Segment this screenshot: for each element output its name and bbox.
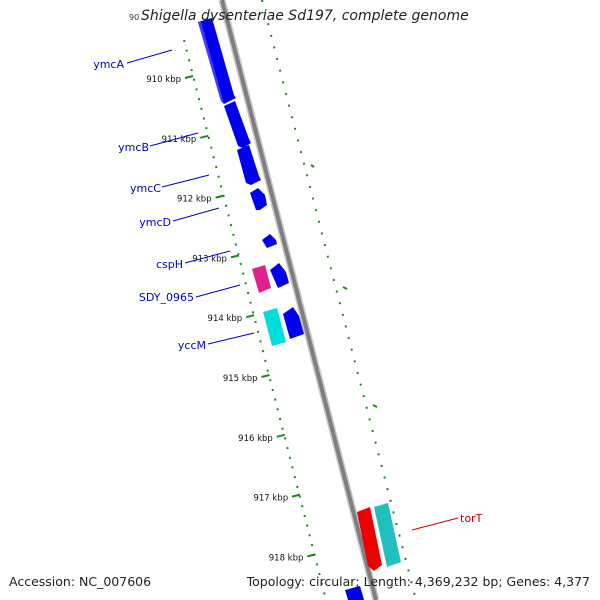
tick-marks — [184, 75, 316, 558]
gene-blue-bottom[interactable] — [345, 586, 364, 600]
tick-label: 913 kbp — [192, 254, 227, 264]
tick-label: 914 kbp — [208, 314, 243, 324]
tick-labels: 910 kbp 911 kbp 912 kbp 913 kbp 914 kbp 915 k… — [146, 75, 303, 563]
gene-label-ymcA[interactable]: ymcA — [93, 58, 124, 71]
tick-mark — [291, 493, 301, 498]
tick-mark — [307, 553, 316, 558]
tick-label: 911 kbp — [162, 135, 197, 145]
gene-ymcB[interactable] — [224, 101, 251, 148]
gene-ymcD[interactable] — [250, 188, 267, 210]
tick-mark — [261, 374, 270, 378]
tick-label: 915 kbp — [223, 374, 258, 384]
gene-blue-1[interactable] — [270, 263, 289, 288]
topology-text: Topology: circular; Length: 4,369,232 bp… — [246, 574, 590, 589]
gene-label-ymcC[interactable]: ymcC — [130, 182, 161, 195]
tick-mark — [184, 75, 194, 79]
gene-ymcC[interactable] — [237, 145, 261, 185]
gene-label-torT[interactable]: torT — [460, 512, 483, 525]
map-title: Shigella dysenteriae Sd197, complete gen… — [141, 8, 469, 24]
gene-red[interactable] — [357, 507, 382, 571]
tick-label: 912 kbp — [177, 195, 212, 205]
tick-mark — [200, 134, 209, 139]
gene-ymcA[interactable] — [198, 18, 236, 104]
inner-tick-ring — [183, 39, 327, 600]
gene-SDY_0965[interactable] — [252, 265, 271, 293]
tick-label: 910 kbp — [146, 75, 181, 85]
title-prefix: 90 — [129, 13, 140, 22]
tick-label: 917 kbp — [253, 494, 288, 504]
gene-label-cspH[interactable]: cspH — [156, 258, 183, 271]
genome-backbone — [218, 0, 380, 600]
tick-label: 916 kbp — [238, 434, 273, 444]
gene-features — [198, 18, 401, 600]
gene-label-ymcB[interactable]: ymcB — [118, 141, 149, 154]
label-connectors — [126, 49, 459, 531]
tick-mark — [215, 194, 224, 199]
gene-ymcA-shade — [198, 21, 224, 104]
gene-labels: ymcA ymcB ymcC ymcD cspH SDY_0965 yccM t… — [93, 58, 482, 525]
tick-mark — [230, 254, 240, 259]
gene-label-yccM[interactable]: yccM — [178, 339, 206, 352]
accession-text: Accession: NC_007606 — [9, 574, 152, 589]
outer-tick-ring — [261, 0, 417, 600]
tick-mark — [276, 433, 286, 438]
gene-label-ymcD[interactable]: ymcD — [139, 216, 171, 229]
gene-yccM[interactable] — [263, 308, 286, 346]
tick-label: 918 kbp — [269, 553, 304, 563]
tick-mark — [245, 314, 255, 319]
gene-label-SDY_0965[interactable]: SDY_0965 — [139, 291, 194, 304]
gene-cspH[interactable] — [262, 234, 277, 248]
gene-torT[interactable] — [374, 503, 401, 567]
gene-blue-2[interactable] — [283, 307, 304, 339]
